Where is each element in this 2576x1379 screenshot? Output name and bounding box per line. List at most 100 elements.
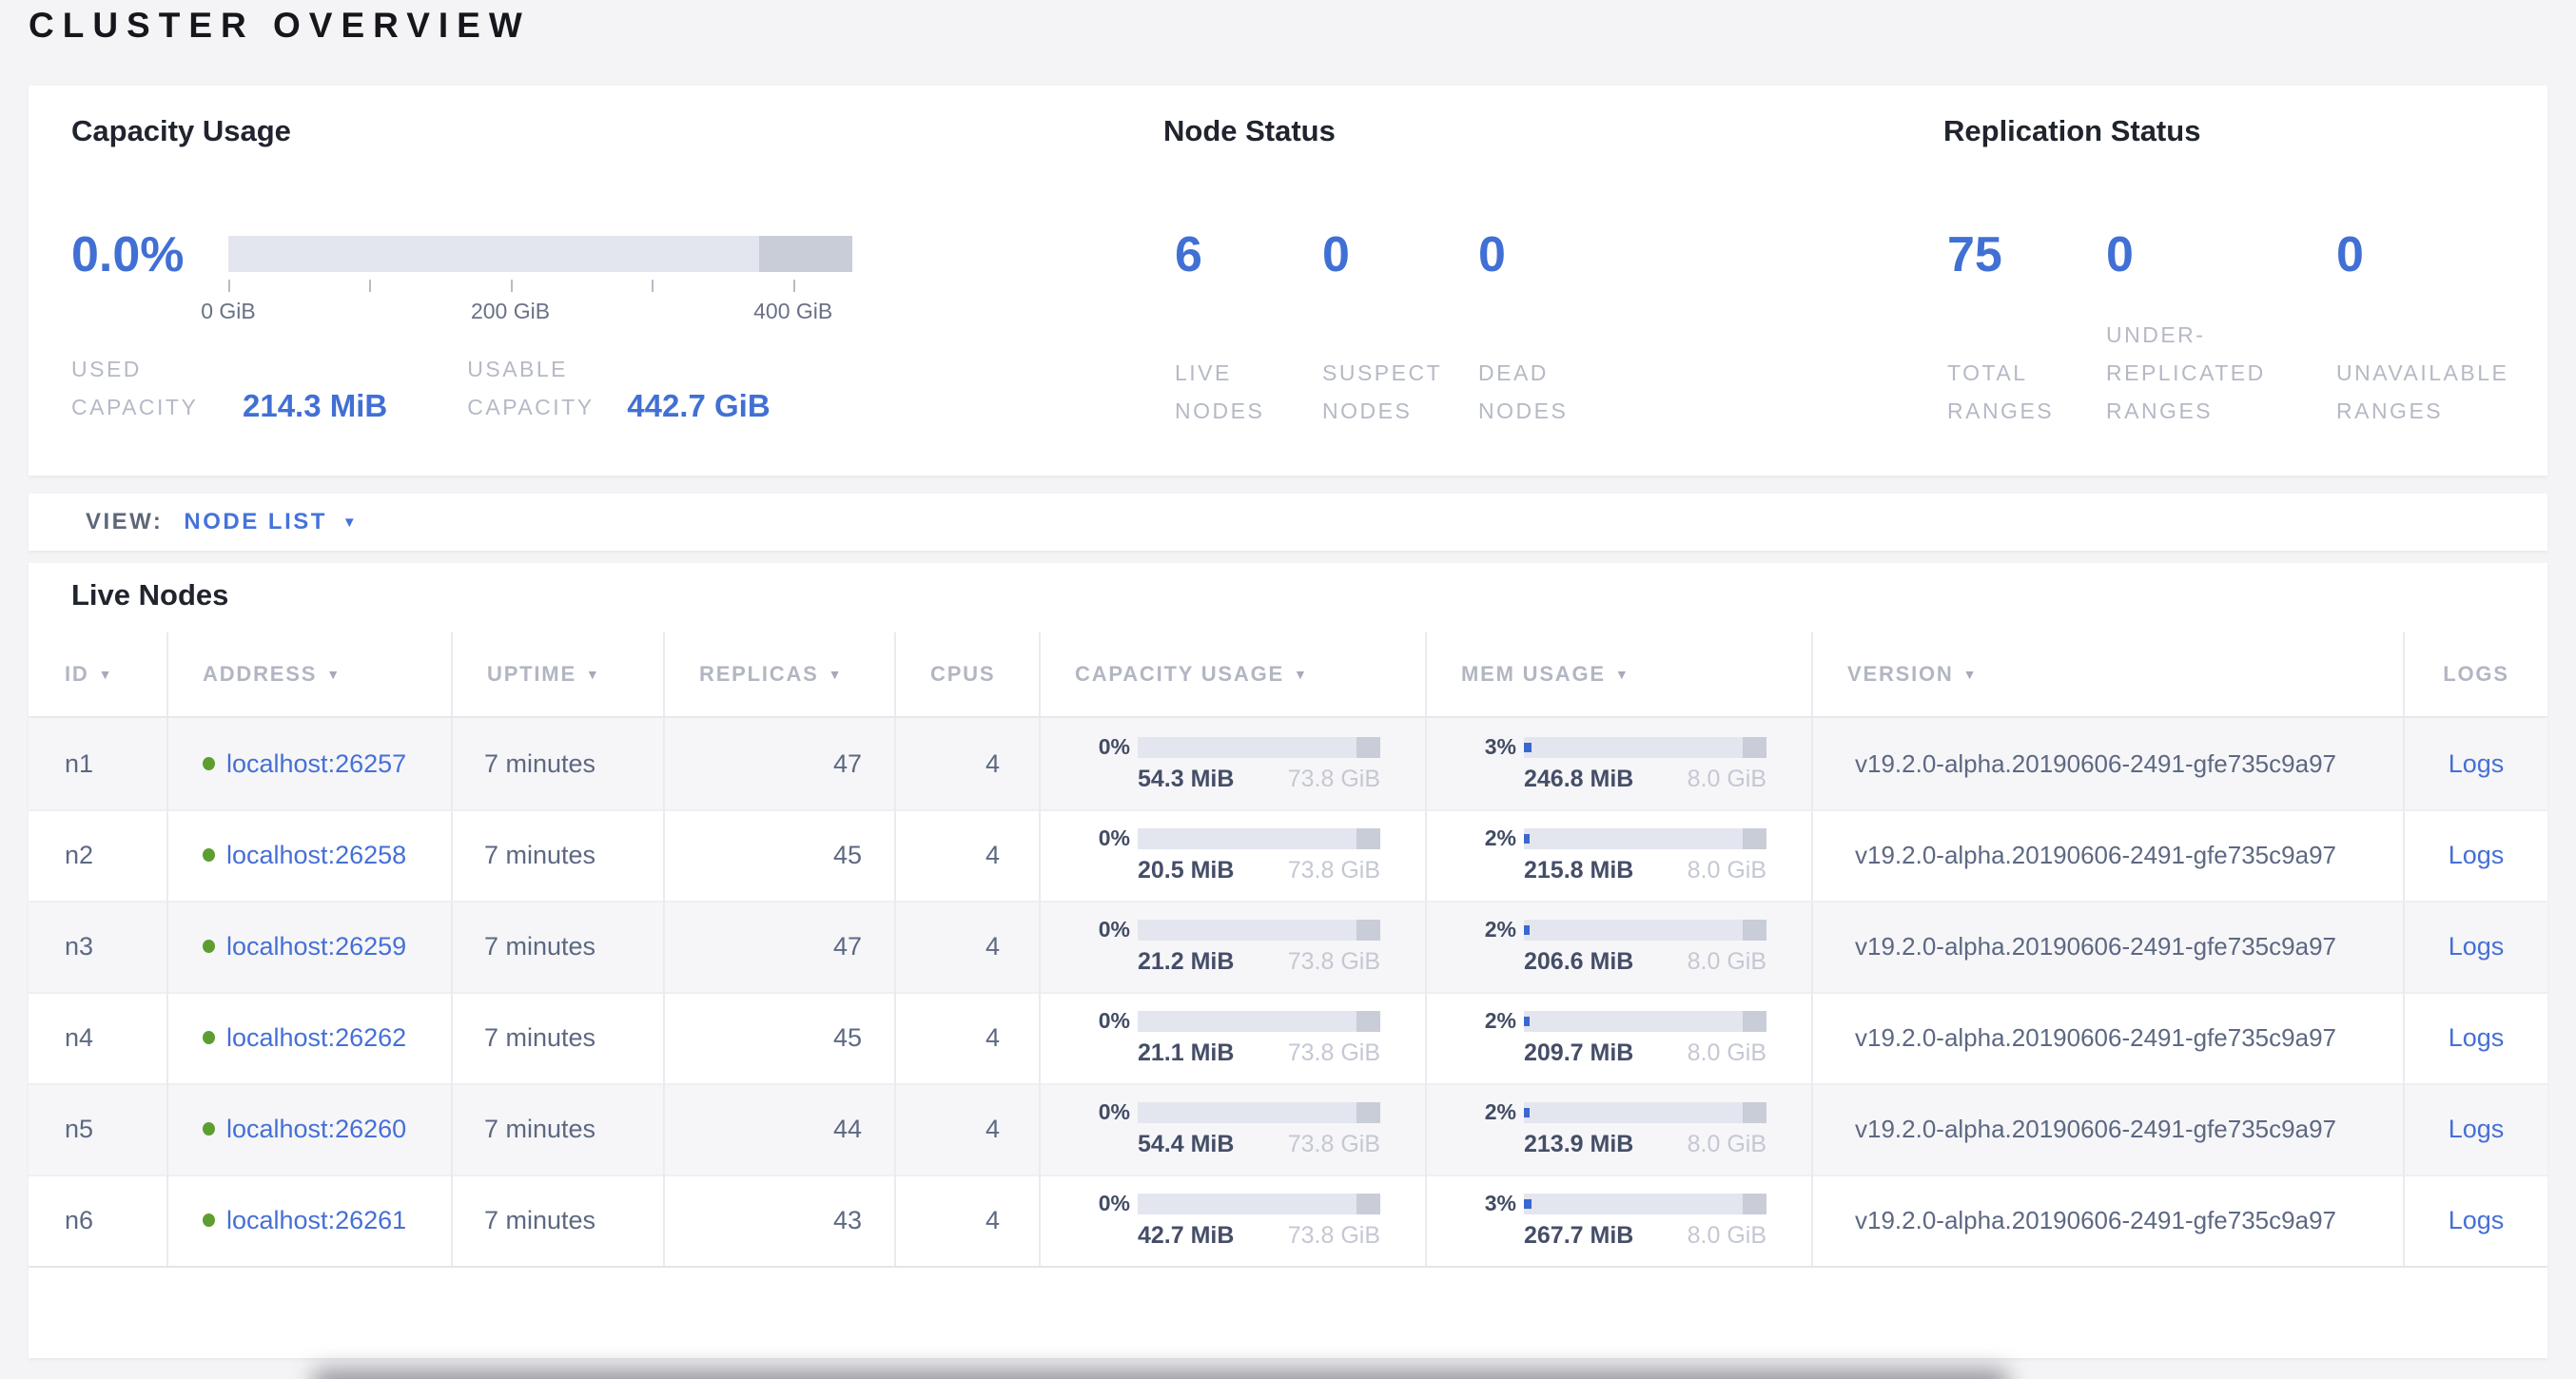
suspect-nodes-value: 0 <box>1322 227 1350 282</box>
node-address-cell: localhost:26258 <box>166 809 451 901</box>
mem-used-value: 209.7 MiB <box>1524 1039 1634 1066</box>
node-uptime: 7 minutes <box>451 901 663 992</box>
logs-cell: Logs <box>2403 809 2547 901</box>
mem-percent-label: 2% <box>1484 917 1516 942</box>
mem-fill <box>1524 1107 1531 1117</box>
live-nodes-card: Live Nodes ID ▼ ADDRESS ▼ UPTIME ▼ REPLICAS… <box>29 563 2547 1358</box>
node-address-link[interactable]: localhost:26260 <box>226 1114 407 1143</box>
column-header-capacity-usage[interactable]: CAPACITY USAGE ▼ <box>1039 632 1425 716</box>
node-address-link[interactable]: localhost:26257 <box>226 748 407 778</box>
logs-link[interactable]: Logs <box>2448 748 2505 778</box>
mem-fill <box>1524 1198 1532 1209</box>
column-header-uptime[interactable]: UPTIME ▼ <box>451 632 663 716</box>
capacity-mini-bar <box>1138 919 1380 941</box>
axis-tick-label: 400 GiB <box>753 299 833 323</box>
node-address-cell: localhost:26259 <box>166 901 451 992</box>
node-replicas: 47 <box>663 901 894 992</box>
axis-tick <box>651 280 654 292</box>
used-capacity-stat: USED CAPACITY 214.3 MiB <box>71 350 387 426</box>
sort-desc-icon: ▼ <box>585 667 601 682</box>
node-uptime: 7 minutes <box>451 1083 663 1175</box>
mem-fill <box>1524 833 1531 844</box>
suspect-nodes-stat: 0 SUSPECT NODES <box>1322 228 1478 430</box>
unavailable-ranges-label: UNAVAILABLE RANGES <box>2336 360 2509 423</box>
column-header-address[interactable]: ADDRESS ▼ <box>166 632 451 716</box>
live-status-icon <box>203 1031 215 1044</box>
column-header-id[interactable]: ID ▼ <box>65 662 114 686</box>
mem-total-value: 8.0 GiB <box>1687 1039 1766 1066</box>
node-replicas: 43 <box>663 1175 894 1266</box>
sort-desc-icon: ▼ <box>98 667 114 682</box>
live-status-icon <box>203 757 215 770</box>
mem-reserved-segment <box>1742 919 1766 941</box>
node-cpus: 4 <box>894 992 1039 1083</box>
capacity-reserved-segment <box>1356 1101 1380 1123</box>
node-address-link[interactable]: localhost:26261 <box>226 1205 407 1234</box>
axis-tick <box>228 280 230 292</box>
sort-desc-icon: ▼ <box>1614 667 1630 682</box>
column-header-version[interactable]: VERSION ▼ <box>1811 632 2403 716</box>
usable-capacity-label: USABLE CAPACITY <box>467 357 595 419</box>
mem-reserved-segment <box>1742 1101 1766 1123</box>
capacity-mini-bar <box>1138 1101 1380 1123</box>
mem-mini-bar <box>1524 1101 1766 1123</box>
node-address-link[interactable]: localhost:26262 <box>226 1022 407 1052</box>
node-id: n2 <box>65 840 94 869</box>
dead-nodes-value: 0 <box>1478 227 1506 282</box>
table-body: n1 localhost:26257 7 minutes 47 4 0% 54.… <box>29 718 2547 1268</box>
mem-usage-cell: 2% 209.7 MiB 8.0 GiB <box>1425 992 1811 1083</box>
mem-mini-chart: 2% 206.6 MiB 8.0 GiB <box>1461 917 1775 976</box>
capacity-mini-chart: 0% 20.5 MiB 73.8 GiB <box>1075 825 1389 884</box>
view-dropdown[interactable]: NODE LIST ▼ <box>184 509 356 535</box>
logs-cell: Logs <box>2403 1175 2547 1266</box>
under-replicated-ranges-value: 0 <box>2106 227 2134 282</box>
capacity-percent-label: 0% <box>1098 1191 1130 1215</box>
logs-link[interactable]: Logs <box>2448 1114 2505 1143</box>
mem-mini-bar <box>1524 919 1766 941</box>
sort-desc-icon: ▼ <box>1962 667 1979 682</box>
capacity-mini-chart: 0% 54.3 MiB 73.8 GiB <box>1075 734 1389 793</box>
live-nodes-stat: 6 LIVE NODES <box>1175 228 1322 430</box>
capacity-mini-chart: 0% 21.2 MiB 73.8 GiB <box>1075 917 1389 976</box>
logs-cell: Logs <box>2403 901 2547 992</box>
mem-mini-bar <box>1524 736 1766 758</box>
capacity-axis-labels: 0 GiB 200 GiB 400 GiB <box>201 299 852 329</box>
node-uptime: 7 minutes <box>451 992 663 1083</box>
node-cpus: 4 <box>894 809 1039 901</box>
capacity-usage-cell: 0% 21.2 MiB 73.8 GiB <box>1039 901 1425 992</box>
mem-fill <box>1524 742 1532 752</box>
logs-cell: Logs <box>2403 718 2547 809</box>
column-header-logs: LOGS <box>2403 632 2547 716</box>
logs-link[interactable]: Logs <box>2448 1205 2505 1234</box>
mem-percent-label: 3% <box>1484 1191 1516 1215</box>
capacity-percent: 0.0% <box>71 227 185 282</box>
node-address-link[interactable]: localhost:26258 <box>226 840 407 869</box>
logs-link[interactable]: Logs <box>2448 840 2505 869</box>
mem-total-value: 8.0 GiB <box>1687 766 1766 792</box>
node-id: n3 <box>65 931 94 961</box>
column-header-cpus: CPUS <box>894 632 1039 716</box>
chevron-down-icon: ▼ <box>342 514 357 531</box>
capacity-reserved-segment <box>1356 736 1380 758</box>
capacity-reserved-segment <box>758 236 852 272</box>
capacity-usage-bar <box>228 236 852 272</box>
live-status-icon <box>203 1122 215 1136</box>
column-header-replicas[interactable]: REPLICAS ▼ <box>663 632 894 716</box>
capacity-usage-cell: 0% 20.5 MiB 73.8 GiB <box>1039 809 1425 901</box>
mem-used-value: 215.8 MiB <box>1524 857 1634 884</box>
sort-desc-icon: ▼ <box>828 667 844 682</box>
node-uptime: 7 minutes <box>451 1175 663 1266</box>
under-replicated-ranges-stat: 0 UNDER-REPLICATED RANGES <box>2106 228 2336 430</box>
capacity-used-value: 21.2 MiB <box>1138 948 1235 975</box>
logs-link[interactable]: Logs <box>2448 931 2505 961</box>
node-version: v19.2.0-alpha.20190606-2491-gfe735c9a97 <box>1811 718 2403 809</box>
node-cpus: 4 <box>894 901 1039 992</box>
capacity-usage-cell: 0% 54.4 MiB 73.8 GiB <box>1039 1083 1425 1175</box>
mem-mini-bar <box>1524 1193 1766 1214</box>
column-header-mem-usage[interactable]: MEM USAGE ▼ <box>1425 632 1811 716</box>
mem-used-value: 213.9 MiB <box>1524 1131 1634 1157</box>
capacity-mini-bar <box>1138 1010 1380 1032</box>
node-address-link[interactable]: localhost:26259 <box>226 931 407 961</box>
logs-link[interactable]: Logs <box>2448 1022 2505 1052</box>
